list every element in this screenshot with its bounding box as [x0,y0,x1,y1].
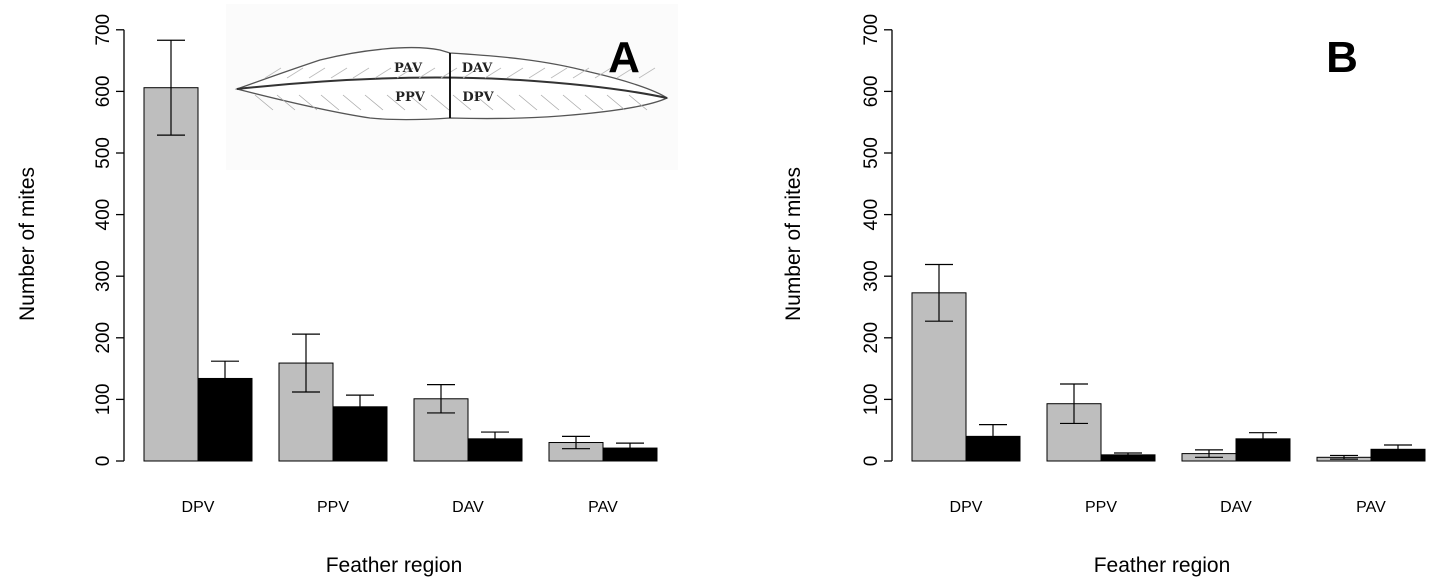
y-axis-title: Number of mites [782,167,805,321]
y-tick-label: 400 [861,199,882,231]
feather-barb [342,94,362,111]
y-tick-label: 200 [861,322,882,354]
x-category-label: PAV [588,499,618,516]
x-category-label: DPV [950,499,983,516]
feather-region-label: DPV [462,90,494,105]
feather-barb [572,67,590,79]
feather-barb [506,67,524,79]
y-tick-label: 0 [861,456,882,467]
feather-barb [408,94,428,111]
feather-barb [484,67,502,79]
feather-barb [364,94,384,111]
feather-barb [308,67,326,79]
y-tick-label: 100 [861,384,882,416]
feather-barb [550,67,568,79]
y-tick-label: 600 [861,76,882,108]
feather-barb [638,67,656,79]
feather-barb [452,94,472,111]
feather-barb [462,67,480,79]
feather-barb [418,67,436,79]
feather-barb [584,94,604,111]
feather-barb [430,94,450,111]
y-tick-label: 600 [93,76,114,108]
feather-shaft [236,76,668,99]
x-category-label: DAV [1220,499,1252,516]
y-tick-label: 500 [93,137,114,169]
feather-barb [298,94,318,111]
feather-barb [320,94,340,111]
feather-barb [396,67,414,79]
x-category-label: DAV [452,499,484,516]
feather-barb [562,94,582,111]
feather-barb [264,67,282,79]
feather-barb [518,94,538,111]
panel-letter: B [1326,33,1358,82]
y-tick-label: 700 [861,14,882,46]
feather-barb [440,67,458,79]
y-tick-label: 0 [93,456,114,467]
x-category-label: DPV [182,499,215,516]
feather-barb [276,94,296,111]
y-tick-label: 300 [93,260,114,292]
feather-barb [254,94,274,111]
x-axis-title: Feather region [1094,554,1231,577]
feather-barb [386,94,406,111]
feather-barb [606,94,626,111]
feather-barb [374,67,392,79]
panel-letter: A [608,33,640,82]
panel-a: 0 100 200 300 400 500 600 700 Number of mites DPV… [16,4,678,577]
y-tick-label: 200 [93,322,114,354]
feather-region-label: PPV [395,90,426,105]
x-category-label: PPV [317,499,349,516]
bar [143,87,199,462]
feather-barb [594,67,612,79]
feather-barb [474,94,494,111]
feather-barb [286,67,304,79]
y-tick-label: 300 [861,260,882,292]
y-tick-label: 500 [861,137,882,169]
feather-region-label: DAV [462,61,493,76]
y-tick-label: 100 [93,384,114,416]
feather-barb [330,67,348,79]
x-axis-title: Feather region [326,554,463,577]
y-tick-label: 400 [93,199,114,231]
x-category-label: PPV [1085,499,1117,516]
feather-barb [616,67,634,79]
feather-region-label: PAV [394,61,423,76]
feather-barb [628,94,648,111]
y-axis-title: Number of mites [16,167,39,321]
panel-b: 0 100 200 300 400 500 600 700 Number of mites DPV… [782,14,1426,577]
feather-inset: PAV DAV PPV DPV [226,4,678,170]
feather-barb [496,94,516,111]
y-tick-label: 700 [93,14,114,46]
feather-barb [352,67,370,79]
feather-barb [540,94,560,111]
x-category-label: PAV [1356,499,1386,516]
feather-barb [528,67,546,79]
